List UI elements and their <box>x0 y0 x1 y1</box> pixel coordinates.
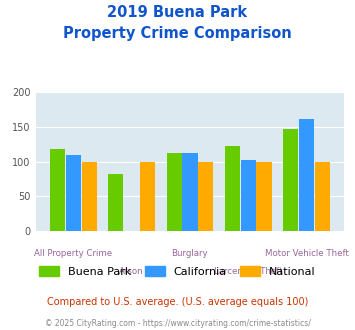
Text: Larceny & Theft: Larceny & Theft <box>214 267 283 276</box>
Bar <box>66 155 81 231</box>
Bar <box>82 162 97 231</box>
Legend: Buena Park, California, National: Buena Park, California, National <box>35 261 320 281</box>
Text: Burglary: Burglary <box>171 249 208 258</box>
Bar <box>50 148 65 231</box>
Text: Property Crime Comparison: Property Crime Comparison <box>63 26 292 41</box>
Bar <box>140 162 155 231</box>
Text: Compared to U.S. average. (U.S. average equals 100): Compared to U.S. average. (U.S. average … <box>47 297 308 307</box>
Text: All Property Crime: All Property Crime <box>34 249 113 258</box>
Text: © 2025 CityRating.com - https://www.cityrating.com/crime-statistics/: © 2025 CityRating.com - https://www.city… <box>45 319 310 328</box>
Bar <box>198 162 213 231</box>
Bar <box>256 162 272 231</box>
Text: Arson: Arson <box>119 267 144 276</box>
Bar <box>108 174 124 231</box>
Bar <box>182 153 197 231</box>
Bar <box>315 162 330 231</box>
Bar <box>166 153 182 231</box>
Bar <box>283 129 298 231</box>
Bar <box>225 146 240 231</box>
Text: Motor Vehicle Theft: Motor Vehicle Theft <box>264 249 348 258</box>
Bar <box>241 160 256 231</box>
Bar <box>299 119 314 231</box>
Text: 2019 Buena Park: 2019 Buena Park <box>108 5 247 20</box>
